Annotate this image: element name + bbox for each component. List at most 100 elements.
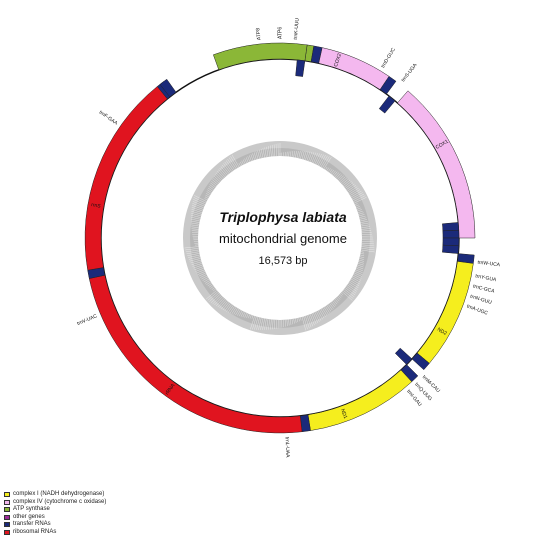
gc-tick — [353, 274, 362, 279]
gc-tick — [217, 171, 225, 179]
gene-arc-trnq-uug — [394, 347, 413, 365]
gc-tick — [348, 283, 358, 290]
gc-tick — [332, 301, 337, 306]
gc-tick — [349, 187, 359, 195]
gc-tick — [357, 263, 364, 266]
gene-arc-trns-uga — [378, 95, 396, 114]
gc-tick — [323, 156, 332, 169]
gc-tick — [301, 151, 305, 160]
gc-tick — [360, 251, 365, 253]
gc-tick — [314, 153, 320, 164]
gc-tick — [360, 219, 368, 222]
gc-tick — [238, 163, 241, 167]
gene-label-trnv-uac: trnV-UAC — [76, 313, 98, 327]
gc-tick — [256, 317, 260, 330]
gc-tick — [337, 174, 343, 180]
gc-tick — [189, 258, 201, 262]
gc-tick — [273, 144, 276, 157]
gene-arc-nd2 — [416, 261, 474, 364]
gene-label-trnw-uca: trnW-UCA — [477, 260, 501, 269]
gc-tick — [225, 160, 234, 171]
gc-tick — [230, 156, 238, 168]
gc-tick — [191, 222, 200, 225]
gc-tick — [329, 303, 334, 309]
gc-tick — [206, 290, 217, 300]
gc-tick — [262, 318, 265, 330]
gc-tick — [305, 151, 309, 161]
gc-tick — [224, 161, 233, 172]
gc-tick — [248, 314, 251, 319]
gc-tick — [313, 152, 319, 164]
gc-tick — [333, 171, 338, 177]
gc-tick — [191, 210, 202, 215]
gc-tick — [335, 173, 341, 179]
gene-label-trnc-gca: trnC-GCA — [472, 284, 495, 295]
gc-tick — [325, 166, 328, 170]
gc-tick — [264, 318, 267, 330]
legend-swatch — [4, 492, 10, 498]
gc-tick — [186, 251, 200, 255]
gc-tick — [185, 248, 199, 251]
gc-tick — [298, 150, 301, 159]
gc-tick — [357, 264, 364, 268]
gc-tick — [191, 207, 203, 212]
gc-tick — [190, 218, 200, 222]
gc-tick — [359, 256, 365, 258]
gc-tick — [343, 290, 354, 299]
gc-tick — [316, 311, 322, 321]
gc-tick — [210, 293, 221, 303]
gc-tick — [249, 314, 252, 319]
gc-tick — [191, 226, 199, 228]
genome-subtitle: mitochondrial genome — [219, 231, 347, 246]
gc-tick — [309, 314, 315, 326]
gc-tick — [306, 151, 311, 161]
gc-tick — [308, 314, 314, 327]
gc-tick — [360, 254, 365, 257]
gc-tick — [190, 216, 201, 220]
gc-tick — [300, 317, 302, 321]
gc-tick — [306, 315, 312, 328]
gc-tick — [212, 295, 222, 305]
gc-tick — [268, 319, 270, 330]
gc-tick — [348, 186, 358, 193]
gc-tick — [191, 224, 199, 227]
gc-tick — [242, 159, 246, 164]
gc-tick — [213, 288, 216, 292]
gene-arc-nd1 — [307, 369, 413, 431]
gene-label-atp8: ATP8 — [255, 27, 262, 40]
gc-tick — [191, 228, 199, 230]
gc-tick — [339, 293, 343, 297]
gene-label-trny-gua: trnY-GUA — [475, 273, 498, 283]
gc-tick — [253, 152, 257, 160]
gc-tick — [268, 146, 270, 157]
gc-tick — [218, 169, 226, 178]
legend-swatch — [4, 529, 10, 535]
gc-tick — [240, 161, 243, 166]
gc-tick — [309, 152, 315, 162]
gc-tick — [235, 308, 240, 316]
gc-tick — [206, 191, 211, 195]
legend: complex I (NADH dehydrogenase) complex I… — [4, 491, 106, 536]
gc-tick — [356, 206, 360, 209]
gc-tick — [345, 182, 354, 189]
gc-tick — [219, 167, 227, 177]
gc-tick — [344, 288, 355, 298]
gc-tick — [293, 150, 295, 158]
gc-tick — [305, 315, 310, 329]
gc-tick — [191, 209, 203, 213]
gc-tick — [274, 319, 276, 330]
gc-tick — [270, 145, 272, 157]
gc-tick — [260, 318, 264, 330]
gc-tick — [341, 291, 353, 301]
gc-tick — [288, 319, 290, 326]
gc-tick — [190, 259, 202, 264]
gc-tick — [209, 184, 215, 189]
gc-tick — [311, 152, 317, 163]
gc-tick — [354, 271, 363, 275]
gc-tick — [352, 193, 365, 201]
gc-tick — [242, 312, 246, 318]
gc-tick — [350, 278, 360, 285]
gc-tick — [246, 313, 249, 318]
gc-tick — [196, 269, 205, 274]
gc-tick — [356, 267, 364, 272]
